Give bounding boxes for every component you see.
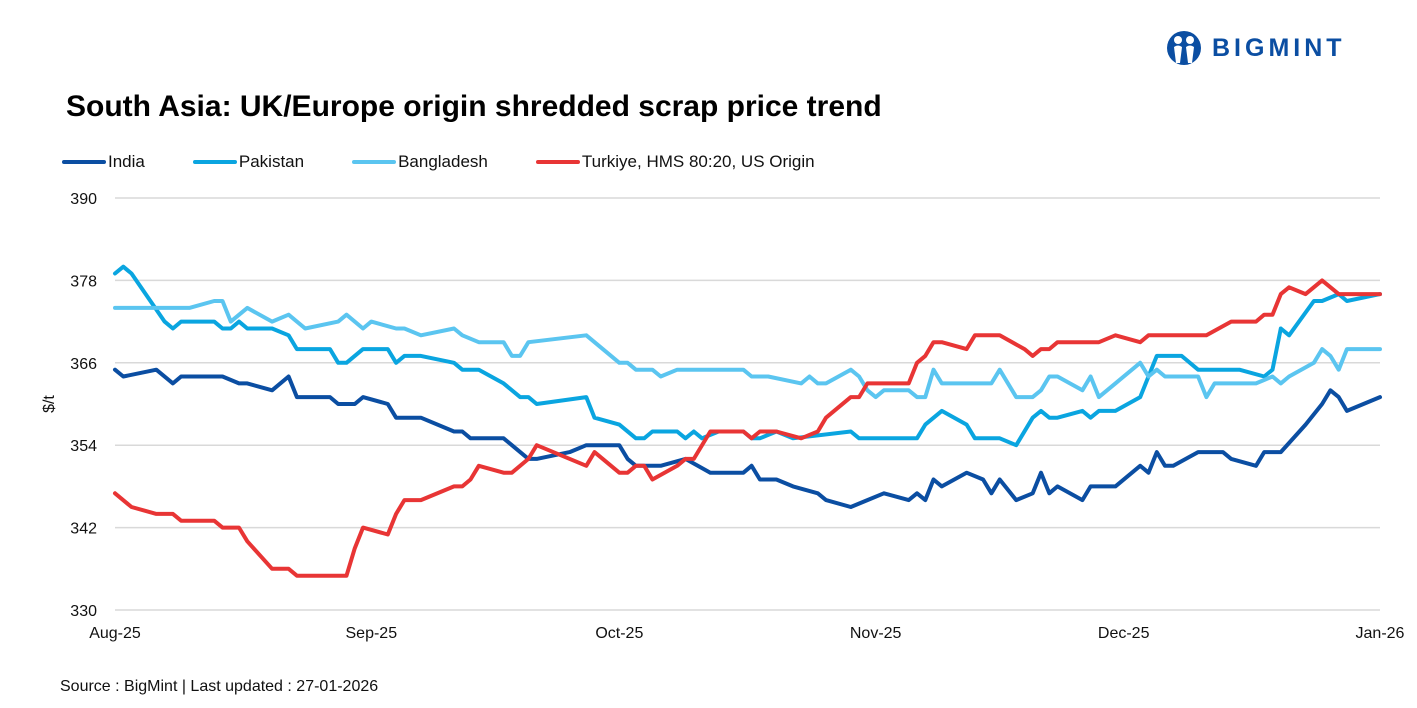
logo-mark-icon	[1167, 31, 1201, 65]
legend: India Pakistan Bangladesh Turkiye, HMS 80:2…	[62, 152, 863, 172]
y-tick-label: 330	[70, 603, 97, 620]
legend-swatch	[192, 160, 237, 164]
logo-text: BIGMINT	[1212, 33, 1346, 62]
y-tick-label: 366	[70, 356, 97, 373]
legend-label: Turkiye, HMS 80:20, US Origin	[581, 152, 815, 171]
x-tick-label: Oct-25	[595, 625, 643, 642]
x-tick-label: Dec-25	[1098, 625, 1150, 642]
chart-title: South Asia: UK/Europe origin shredded sc…	[66, 90, 882, 123]
bigmint-logo: BIGMINT	[1166, 29, 1346, 67]
x-tick-label: Nov-25	[850, 625, 902, 642]
y-tick-label: 390	[70, 191, 97, 208]
y-tick-label: 342	[70, 521, 97, 538]
legend-swatch	[535, 160, 580, 164]
legend-item: Bangladesh	[352, 152, 488, 172]
x-tick-label: Aug-25	[89, 625, 141, 642]
series-line-turkiye	[113, 278, 1382, 578]
legend-item: Turkiye, HMS 80:20, US Origin	[535, 152, 815, 172]
legend-item: India	[62, 152, 145, 172]
series-line-india	[113, 367, 1382, 509]
legend-item: Pakistan	[192, 152, 305, 172]
legend-label: India	[108, 152, 145, 171]
legend-label: Bangladesh	[398, 152, 488, 171]
x-tick-label: Sep-25	[346, 625, 398, 642]
legend-swatch	[352, 160, 397, 164]
x-tick-label: Jan-26	[1356, 625, 1405, 642]
series-line-pakistan	[113, 264, 1382, 448]
y-tick-label: 378	[70, 273, 97, 290]
series-line-bangladesh	[113, 299, 1382, 400]
y-tick-label: 354	[70, 438, 97, 455]
legend-swatch	[62, 160, 106, 164]
legend-label: Pakistan	[238, 152, 305, 171]
y-axis-label: $/t	[41, 395, 58, 413]
source-note: Source : BigMint | Last updated : 27-01-…	[60, 678, 379, 695]
